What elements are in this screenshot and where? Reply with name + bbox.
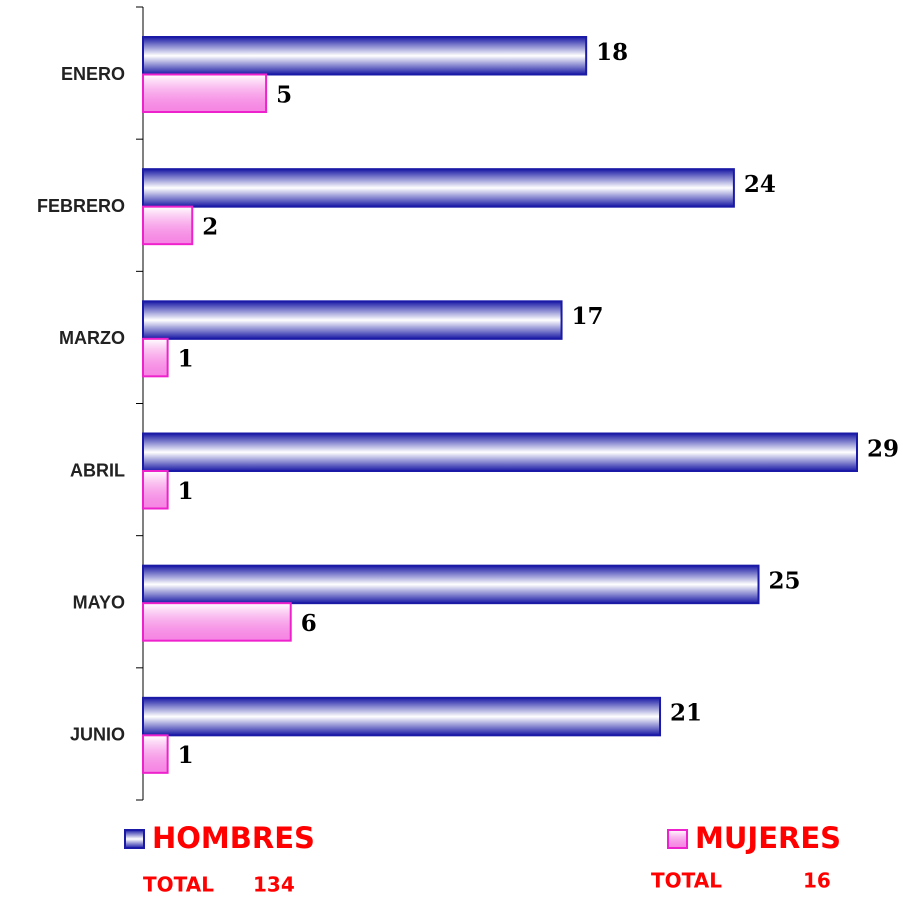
bar <box>142 300 563 340</box>
legend-swatch <box>124 829 145 849</box>
legend-label: MUJERES <box>695 821 841 855</box>
data-label: 2 <box>202 213 218 240</box>
bar <box>142 432 858 472</box>
bar <box>142 168 735 208</box>
data-label: 6 <box>301 610 317 637</box>
total-label: TOTAL <box>651 869 722 893</box>
bar <box>142 337 169 378</box>
y-tick-label: FEBRERO <box>37 196 125 216</box>
bar <box>142 564 760 605</box>
bar <box>142 36 588 76</box>
y-tick-label: MARZO <box>59 328 125 348</box>
bar <box>142 205 194 246</box>
data-label: 1 <box>178 742 194 769</box>
data-label: 1 <box>178 346 194 373</box>
y-tick-label: MAYO <box>73 593 125 613</box>
data-label: 5 <box>276 81 292 108</box>
y-tick-label: ABRIL <box>70 460 125 480</box>
data-label: 1 <box>178 478 194 505</box>
data-label: 25 <box>769 567 801 594</box>
total-value: 16 <box>803 869 831 893</box>
bar <box>142 73 268 113</box>
total-value: 134 <box>253 873 295 897</box>
data-label: 18 <box>596 39 628 66</box>
data-label: 17 <box>572 303 604 330</box>
bar <box>142 602 292 642</box>
y-tick-label: ENERO <box>61 64 125 84</box>
legend-label: HOMBRES <box>152 821 315 855</box>
bar <box>142 696 662 737</box>
bar <box>142 734 169 774</box>
total-label: TOTAL <box>143 873 214 897</box>
bar <box>142 470 169 510</box>
data-label: 29 <box>867 435 899 462</box>
data-label: 24 <box>744 171 776 198</box>
legend-swatch <box>667 829 688 849</box>
y-tick-label: JUNIO <box>70 725 125 745</box>
data-label: 21 <box>670 700 702 727</box>
